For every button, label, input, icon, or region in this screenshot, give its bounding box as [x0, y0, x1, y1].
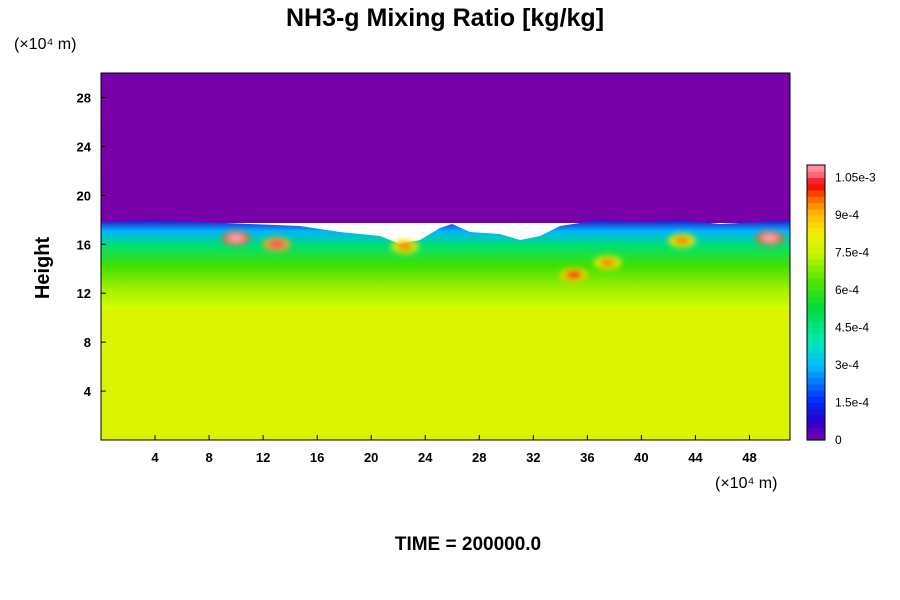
- colorbar-swatch: [807, 221, 825, 229]
- hotspot: [673, 236, 690, 245]
- colorbar-tick-label: 1.5e-4: [835, 396, 869, 410]
- upper-region: [101, 73, 790, 223]
- colorbar-swatch: [807, 296, 825, 304]
- y-axis-unit: (×10⁴ m): [14, 36, 76, 53]
- lower-region: [101, 310, 790, 440]
- colorbar-frame: [806, 164, 826, 441]
- colorbar-swatch: [807, 252, 825, 260]
- colorbar-swatch: [807, 365, 825, 372]
- colorbar-swatch: [807, 396, 825, 404]
- colorbar-tick-label: 6e-4: [835, 283, 859, 297]
- hotspot-layer: [222, 231, 784, 282]
- colorbar-swatch: [807, 321, 825, 329]
- colorbar-swatch: [807, 383, 825, 391]
- colorbar-swatch: [807, 346, 825, 354]
- colorbar-swatch: [807, 196, 825, 204]
- colorbar-tick-label: 7.5e-4: [835, 246, 869, 260]
- hotspot: [268, 240, 285, 249]
- hotspot: [599, 258, 616, 267]
- hotspot: [565, 270, 582, 279]
- colorbar-tick-label: 4.5e-4: [835, 321, 869, 335]
- colorbar-swatch: [807, 183, 825, 191]
- colorbar-swatch: [807, 421, 825, 429]
- y-tick-label: 28: [77, 90, 91, 105]
- x-tick-label: 20: [364, 450, 378, 465]
- hotspot: [228, 234, 245, 243]
- x-tick-group: 4 8 12 16 20 24 28 32 36 40 44 48: [151, 435, 757, 465]
- x-tick-label: 12: [256, 450, 270, 465]
- x-tick-label: 40: [634, 450, 648, 465]
- colorbar-swatch: [807, 340, 825, 347]
- plot-area: [101, 73, 790, 440]
- hotspot: [761, 234, 778, 243]
- hotspot: [396, 242, 413, 251]
- colorbar-swatch: [807, 377, 825, 385]
- colorbar-swatch: [807, 315, 825, 322]
- x-axis-unit: (×10⁴ m): [715, 475, 777, 492]
- colorbar-swatch: [807, 415, 825, 422]
- colorbar-swatch: [807, 333, 825, 341]
- colorbar-swatch: [807, 233, 825, 241]
- colorbar-swatch: [807, 177, 825, 185]
- x-tick-label: 48: [742, 450, 756, 465]
- colorbar-swatch: [807, 352, 825, 360]
- colorbar-swatch: [807, 202, 825, 210]
- y-tick-label: 24: [77, 139, 92, 154]
- x-tick-label: 44: [688, 450, 703, 465]
- x-tick-label: 28: [472, 450, 486, 465]
- y-axis-label: Height: [32, 237, 54, 300]
- colorbar-swatch: [807, 240, 825, 247]
- colorbar-swatch: [807, 427, 825, 435]
- colorbar-tick-group: 0 1.5e-4 3e-4 4.5e-4 6e-4 7.5e-4 9e-4 1.05e-3: [835, 171, 876, 448]
- y-tick-label: 12: [77, 286, 91, 301]
- colorbar: 0 1.5e-4 3e-4 4.5e-4 6e-4 7.5e-4 9e-4 1.05e-3: [806, 164, 876, 448]
- colorbar-swatch: [807, 358, 825, 366]
- colorbar-swatch: [807, 271, 825, 279]
- colorbar-swatch: [807, 302, 825, 310]
- colorbar-swatch: [807, 190, 825, 197]
- colorbar-swatch: [807, 246, 825, 254]
- colorbar-tick-label: 1.05e-3: [835, 171, 876, 185]
- y-tick-label: 20: [77, 188, 91, 203]
- x-tick-label: 32: [526, 450, 540, 465]
- colorbar-swatches: [807, 165, 825, 441]
- x-tick-label: 24: [418, 450, 433, 465]
- time-label: TIME = 200000.0: [395, 534, 541, 555]
- x-tick-label: 4: [151, 450, 159, 465]
- colorbar-swatch: [807, 277, 825, 285]
- colorbar-swatch: [807, 227, 825, 235]
- colorbar-swatch: [807, 390, 825, 397]
- x-tick-label: 8: [205, 450, 212, 465]
- y-tick-label: 4: [84, 384, 92, 399]
- colorbar-tick-label: 3e-4: [835, 358, 859, 372]
- x-tick-label: 36: [580, 450, 594, 465]
- x-tick-label: 16: [310, 450, 324, 465]
- colorbar-swatch: [807, 408, 825, 416]
- colorbar-tick-label: 0: [835, 433, 842, 447]
- y-tick-group: 4 8 12 16 20 24 28: [77, 90, 106, 399]
- colorbar-swatch: [807, 290, 825, 297]
- colorbar-swatch: [807, 265, 825, 272]
- colorbar-tick-label: 9e-4: [835, 208, 859, 222]
- colorbar-swatch: [807, 327, 825, 335]
- plot-frame: [100, 72, 791, 441]
- colorbar-swatch: [807, 171, 825, 179]
- colorbar-swatch: [807, 402, 825, 410]
- y-tick-label: 16: [77, 237, 91, 252]
- colorbar-swatch: [807, 165, 825, 172]
- colorbar-swatch: [807, 433, 825, 441]
- colorbar-swatch: [807, 371, 825, 379]
- colorbar-swatch: [807, 258, 825, 266]
- colorbar-swatch: [807, 215, 825, 222]
- y-tick-label: 8: [84, 335, 91, 350]
- mixing-band: [101, 220, 790, 312]
- colorbar-swatch: [807, 208, 825, 216]
- colorbar-swatch: [807, 283, 825, 291]
- chart-title: NH3-g Mixing Ratio [kg/kg]: [286, 4, 604, 32]
- colorbar-swatch: [807, 308, 825, 316]
